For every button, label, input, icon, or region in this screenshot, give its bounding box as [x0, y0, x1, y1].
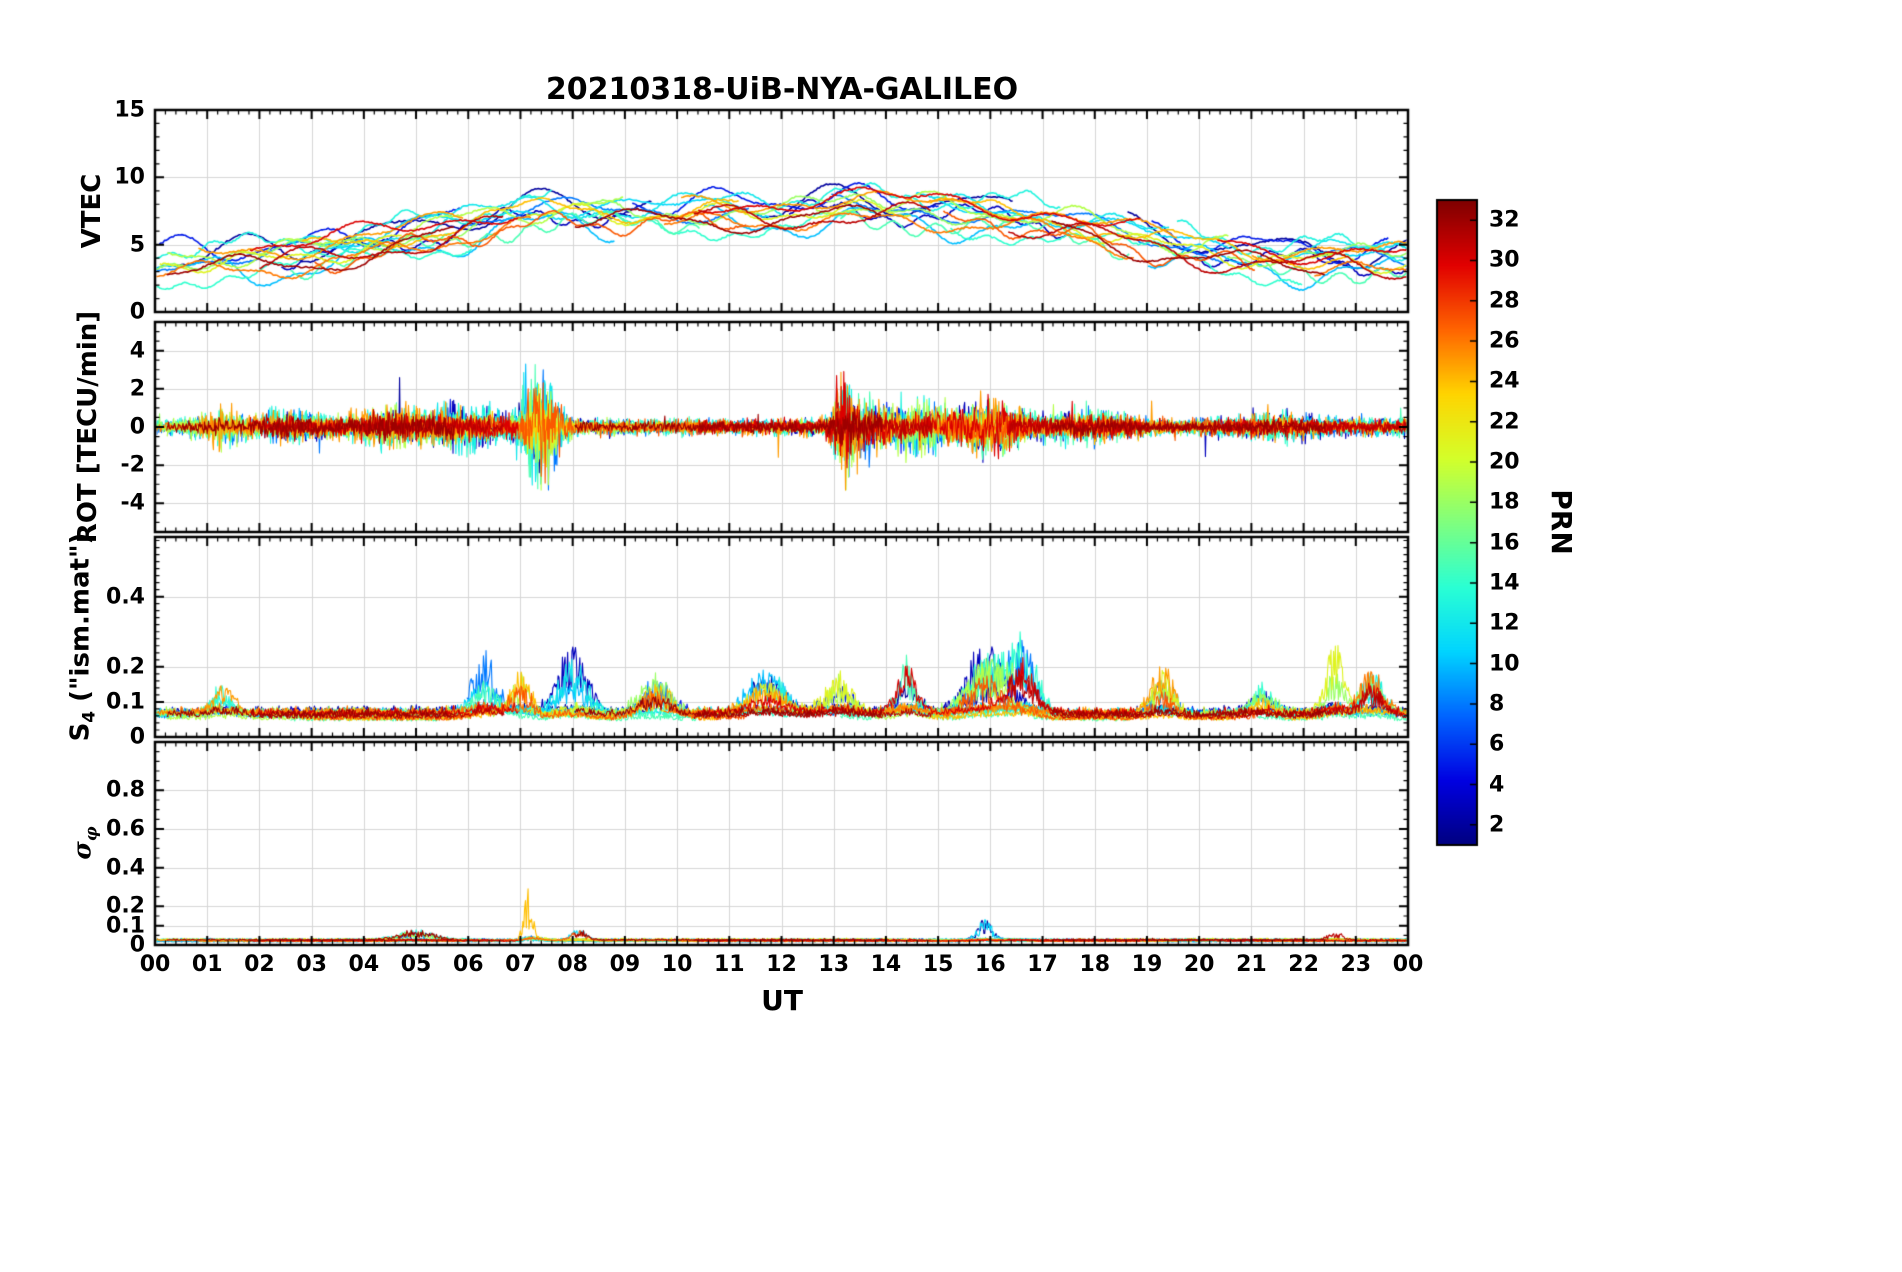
colorbar-tick-label: 18 [1489, 489, 1520, 515]
colorbar-tick-label: 20 [1489, 449, 1520, 475]
y-tick-label: 0 [129, 724, 145, 750]
x-tick-label: 02 [244, 952, 275, 977]
colorbar-label: PRN [1545, 489, 1578, 555]
x-tick-label: 17 [1027, 952, 1058, 977]
x-tick-label: 13 [818, 952, 850, 977]
x-tick-label: 03 [296, 952, 327, 977]
x-tick-label: 05 [400, 952, 432, 977]
y-tick-label: 0.6 [106, 816, 145, 842]
colorbar-tick-label: 16 [1489, 530, 1520, 556]
x-tick-label: 07 [505, 952, 536, 977]
x-tick-label: 04 [348, 952, 380, 977]
y-tick-label: 0.1 [106, 689, 145, 715]
y-tick-label: 2 [129, 376, 145, 402]
vtec-axis-label: VTEC [77, 173, 107, 249]
colorbar-tick-label: 2 [1489, 812, 1505, 838]
y-tick-label: 0.4 [106, 855, 145, 881]
rot-axis-label: ROT [TECU/min] [73, 310, 103, 544]
x-tick-label: 22 [1288, 952, 1319, 977]
x-tick-label: 09 [609, 952, 641, 977]
x-tick-label: 00 [139, 952, 171, 977]
y-tick-label: 0.1 [106, 913, 145, 939]
y-tick-label: 0.2 [106, 893, 145, 919]
x-tick-label: 14 [870, 952, 902, 977]
x-tick-label: 06 [452, 952, 484, 977]
colorbar-tick-label: 12 [1489, 610, 1520, 636]
colorbar-tick-label: 24 [1489, 368, 1520, 394]
colorbar-tick-label: 26 [1489, 328, 1520, 354]
y-tick-label: 0.4 [106, 584, 145, 610]
colorbar-tick-label: 28 [1489, 288, 1520, 314]
x-tick-label: 01 [191, 952, 223, 977]
colorbar-tick-label: 30 [1489, 247, 1520, 273]
x-tick-label: 16 [975, 952, 1006, 977]
x-tick-label: 08 [557, 952, 588, 977]
y-tick-label: 0 [129, 932, 145, 958]
colorbar-tick-label: 32 [1489, 207, 1520, 233]
colorbar-tick-label: 10 [1489, 651, 1520, 677]
x-tick-label: 12 [766, 952, 797, 977]
x-axis-label: UT [761, 984, 803, 1017]
x-tick-label: 23 [1340, 952, 1372, 977]
x-tick-label: 00 [1392, 952, 1424, 977]
x-tick-label: 20 [1183, 952, 1215, 977]
x-tick-label: 10 [661, 952, 693, 977]
chart-title: 20210318-UiB-NYA-GALILEO [545, 72, 1019, 107]
colorbar-tick-label: 8 [1489, 691, 1505, 717]
x-tick-label: 18 [1079, 952, 1111, 977]
y-tick-label: 4 [129, 338, 145, 364]
y-tick-label: 5 [129, 232, 145, 258]
y-tick-label: 0.8 [106, 777, 145, 803]
colorbar-tick-label: 6 [1489, 731, 1505, 757]
y-tick-label: 10 [114, 164, 145, 190]
x-tick-label: 15 [922, 952, 954, 977]
x-tick-label: 11 [713, 952, 745, 977]
colorbar-tick-label: 22 [1489, 409, 1520, 435]
y-tick-label: 15 [114, 97, 145, 123]
colorbar-tick-label: 4 [1489, 772, 1505, 798]
x-tick-label: 19 [1131, 952, 1163, 977]
y-tick-label: 0 [129, 299, 145, 325]
x-tick-label: 21 [1236, 952, 1267, 977]
y-tick-label: 0 [129, 414, 145, 440]
colorbar-tick-label: 14 [1489, 570, 1520, 596]
y-tick-label: -4 [120, 490, 145, 516]
y-tick-label: -2 [120, 452, 145, 478]
y-tick-label: 0.2 [106, 654, 145, 680]
s4-axis-label: S4 ("ism.mat") [65, 532, 99, 742]
sigma-phi-axis-label: σφ [67, 826, 101, 860]
